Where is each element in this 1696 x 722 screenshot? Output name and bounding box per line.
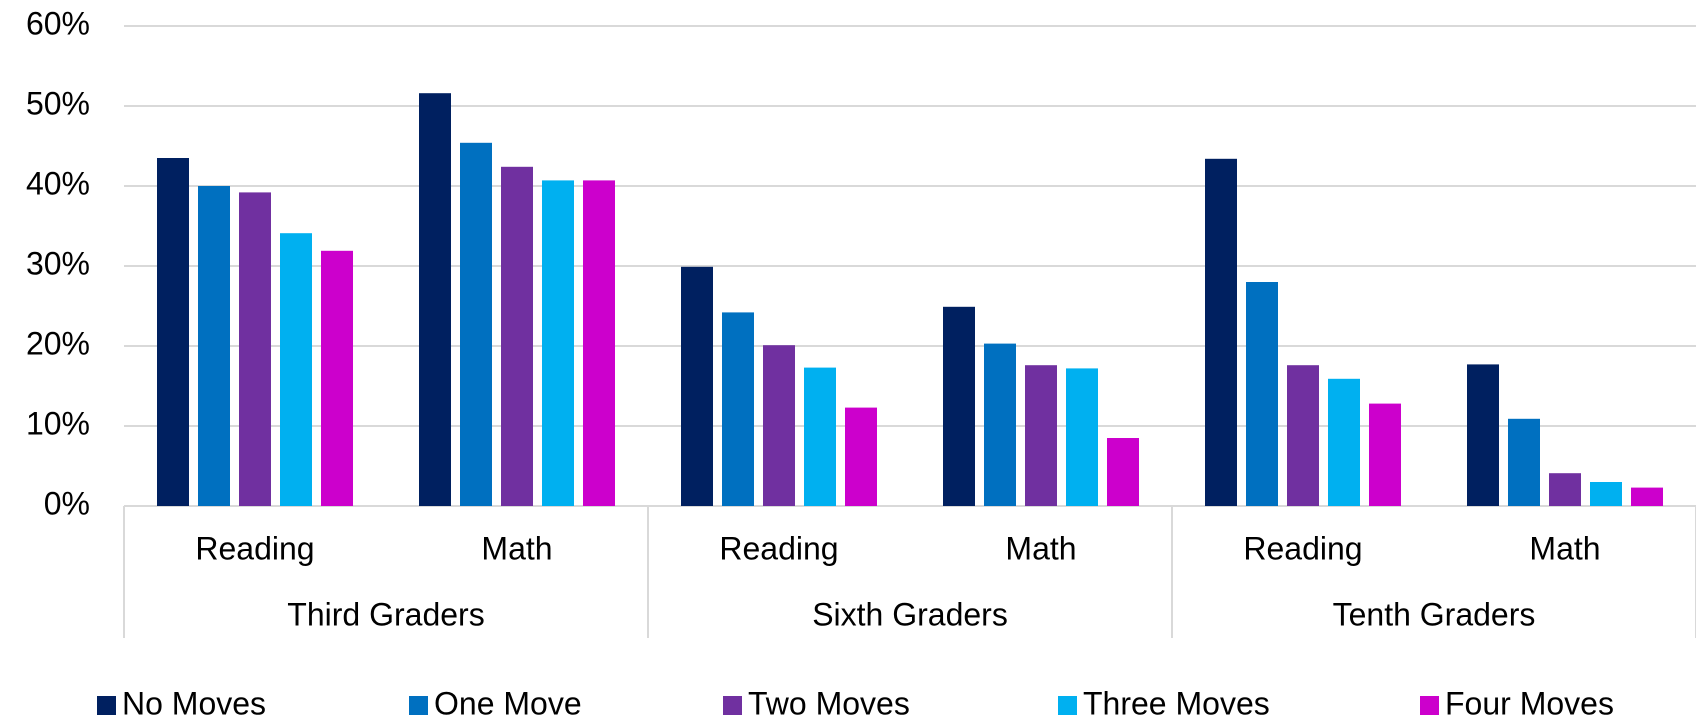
y-tick-label: 20% (26, 325, 90, 361)
x-tick-label: Reading (719, 530, 838, 566)
bar (1107, 438, 1139, 506)
bar (280, 233, 312, 506)
legend-swatch (1058, 696, 1077, 715)
bar (1549, 473, 1581, 506)
legend-swatch (97, 696, 116, 715)
bar (419, 93, 451, 506)
legend-label: Four Moves (1445, 685, 1614, 721)
group-label: Third Graders (287, 596, 484, 632)
legend-label: One Move (434, 685, 582, 721)
legend-label: Two Moves (748, 685, 910, 721)
bar (542, 180, 574, 506)
y-tick-label: 50% (26, 85, 90, 121)
bar (1508, 418, 1540, 506)
bar (1025, 365, 1057, 506)
bar (501, 166, 533, 507)
bar (1287, 365, 1319, 506)
bar (1328, 378, 1360, 506)
group-label: Tenth Graders (1333, 596, 1536, 632)
x-tick-label: Math (481, 530, 552, 566)
x-tick-label: Reading (1243, 530, 1362, 566)
y-tick-label: 40% (26, 165, 90, 201)
bar (681, 266, 713, 506)
group-label: Sixth Graders (812, 596, 1008, 632)
legend-label: Three Moves (1083, 685, 1270, 721)
x-tick-label: Reading (195, 530, 314, 566)
bar (157, 158, 189, 506)
bar (722, 312, 754, 506)
bar (1590, 482, 1622, 506)
bar (583, 180, 615, 506)
bar (845, 407, 877, 506)
bar (1467, 364, 1499, 506)
bar (804, 367, 836, 506)
bar (460, 142, 492, 507)
bar (1066, 368, 1098, 506)
bar (1369, 403, 1401, 506)
legend-label: No Moves (122, 685, 266, 721)
y-tick-label: 60% (26, 5, 90, 41)
y-tick-label: 0% (44, 485, 90, 521)
bar (763, 345, 795, 506)
y-tick-label: 10% (26, 405, 90, 441)
x-tick-label: Math (1529, 530, 1600, 566)
bar (984, 343, 1016, 506)
bar (943, 306, 975, 506)
bar (198, 186, 230, 506)
legend-swatch (723, 696, 742, 715)
bar (1205, 158, 1237, 507)
bar (321, 250, 353, 506)
bar (1246, 282, 1278, 506)
bar (239, 192, 271, 506)
x-tick-label: Math (1005, 530, 1076, 566)
legend-swatch (409, 696, 428, 715)
legend-swatch (1420, 696, 1439, 715)
bar (1631, 487, 1663, 506)
y-tick-label: 30% (26, 245, 90, 281)
